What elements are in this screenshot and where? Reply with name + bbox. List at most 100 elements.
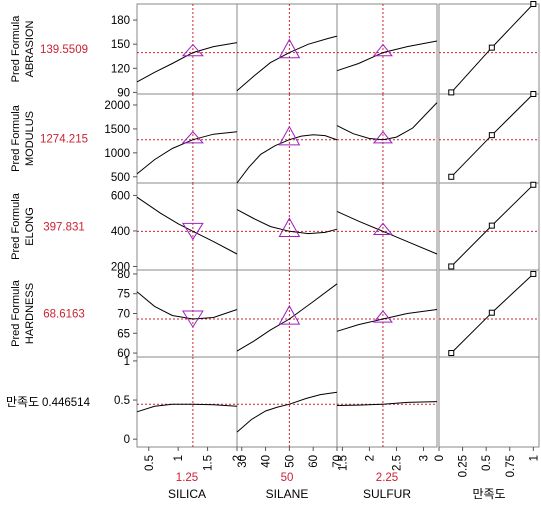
desirability-handle — [488, 222, 495, 229]
x-tick-label: 1 — [173, 455, 185, 461]
desirability-handle — [530, 91, 537, 97]
y-tick-label: 70 — [117, 309, 130, 321]
desirability-label: 만족도 — [6, 395, 39, 409]
x-tick-label: 0.5 — [144, 455, 156, 471]
x-tick-label: 0.25 — [458, 455, 470, 477]
y-tick-label: 1500 — [104, 124, 130, 136]
y-tick-label: 75 — [117, 289, 130, 301]
response-curve — [136, 131, 238, 175]
response-curve — [236, 391, 338, 433]
response-label-line1: Pred Formula — [10, 15, 22, 83]
desirability-handle — [530, 270, 537, 277]
y-tick-label: 120 — [111, 63, 130, 75]
desirability-handle — [448, 350, 455, 357]
y-tick-label: 2000 — [104, 100, 130, 112]
response-label-line2: ELONG — [24, 207, 36, 246]
response-current-value: 139.5509 — [40, 44, 88, 56]
response-curve — [236, 283, 338, 352]
x-tick-label: 0.5 — [481, 455, 493, 471]
factor-name: SULFUR — [363, 487, 411, 501]
response-curve — [336, 401, 438, 406]
current-value-marker — [181, 130, 204, 144]
y-tick-label: 600 — [111, 190, 130, 202]
panel-frame — [236, 182, 338, 271]
response-curve — [236, 35, 338, 92]
current-value-marker — [278, 217, 301, 238]
factor-current-value: 1.25 — [176, 472, 198, 484]
x-tick-label: 70 — [332, 455, 344, 468]
y-tick-label: 80 — [117, 269, 130, 281]
desirability-handle — [488, 44, 495, 51]
panel-frame — [438, 356, 540, 448]
response-current-value: 397.831 — [43, 222, 85, 234]
desirability-handle — [530, 181, 537, 188]
response-curve — [136, 291, 238, 320]
response-current-value: 1274.215 — [40, 134, 88, 146]
desirability-handle — [488, 132, 495, 139]
response-label-line1: Pred Formula — [10, 104, 22, 172]
y-tick-label: 60 — [117, 348, 130, 360]
panel-frame — [336, 269, 438, 358]
y-tick-label: 0.5 — [114, 395, 130, 407]
y-tick-label: 200 — [111, 261, 130, 273]
x-tick-label: 60 — [308, 455, 320, 468]
y-tick-label: 500 — [111, 172, 130, 184]
response-label-line2: ABRASION — [24, 21, 36, 78]
response-current-value: 68.6163 — [43, 309, 85, 321]
current-value-marker — [372, 130, 393, 144]
desirability-handle — [448, 89, 455, 96]
response-curve — [136, 196, 238, 255]
y-tick-label: 1 — [124, 356, 130, 368]
response-curve — [236, 209, 338, 235]
x-tick-label: 1 — [528, 455, 540, 461]
panel-frame — [236, 93, 338, 184]
current-value-marker — [372, 222, 393, 236]
factor-name: 만족도 — [472, 487, 505, 501]
response-label-line2: MODULUS — [24, 111, 36, 166]
y-tick-label: 150 — [111, 39, 130, 51]
panel-frame — [136, 3, 238, 95]
x-tick-label: 1.5 — [337, 455, 349, 471]
response-curve — [136, 403, 238, 413]
panel-frame — [236, 3, 338, 95]
y-tick-label: 90 — [117, 87, 130, 99]
desirability-handle — [488, 309, 495, 316]
current-value-marker — [181, 222, 204, 241]
current-value-marker — [372, 310, 393, 323]
x-tick-label: 40 — [261, 455, 273, 468]
panel-frame — [136, 269, 238, 358]
response-curve — [336, 40, 438, 72]
panel-frame — [136, 356, 238, 448]
x-tick-label: 30 — [237, 455, 249, 468]
panel-frame — [236, 356, 338, 448]
desirability-current-value: 0.446514 — [42, 397, 91, 409]
x-tick-label: 50 — [284, 455, 296, 468]
x-tick-label: 2.5 — [391, 455, 403, 471]
factor-name: SILICA — [168, 487, 206, 501]
x-tick-label: 0 — [434, 455, 446, 461]
response-label-line2: HARDNESS — [24, 283, 36, 344]
desirability-handle — [448, 173, 455, 180]
current-value-marker — [181, 43, 204, 57]
response-curve — [336, 309, 438, 332]
y-tick-label: 180 — [111, 15, 130, 27]
y-tick-label: 400 — [111, 226, 130, 238]
response-curve — [236, 134, 338, 184]
factor-current-value: 50 — [281, 472, 294, 484]
desirability-handle — [448, 263, 455, 270]
response-curve — [336, 210, 438, 255]
current-value-marker — [278, 125, 301, 146]
response-label-line1: Pred Formula — [10, 192, 22, 260]
panel-frame — [236, 269, 338, 358]
factor-current-value: 2.25 — [376, 472, 398, 484]
current-value-marker — [278, 304, 301, 325]
x-tick-label: 3 — [418, 455, 430, 461]
y-tick-label: 65 — [117, 328, 130, 340]
response-curve — [136, 42, 238, 83]
current-value-marker — [181, 310, 204, 328]
x-tick-label: 2 — [364, 455, 376, 461]
y-tick-label: 1000 — [104, 148, 130, 160]
x-tick-label: 1.5 — [203, 455, 215, 471]
